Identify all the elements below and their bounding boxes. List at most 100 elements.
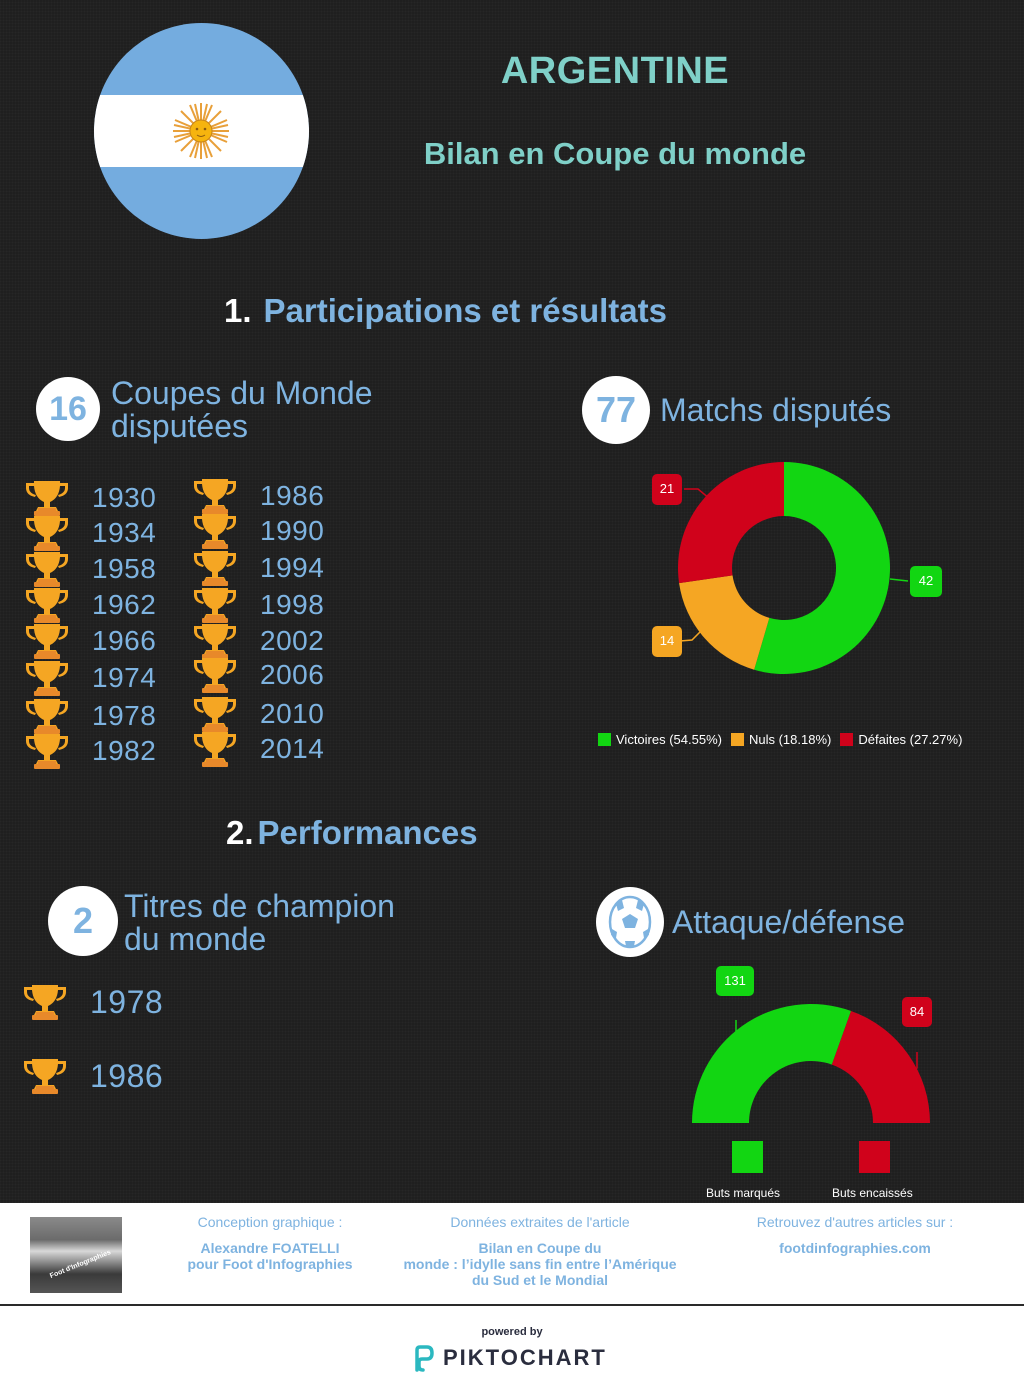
legend-victoires[interactable]: Victoires (54.55%) xyxy=(598,732,722,747)
trophy-icon xyxy=(26,552,68,587)
trophy-icon xyxy=(24,1059,66,1094)
legend-label-buts-marques: Buts marqués xyxy=(706,1186,781,1200)
trophy-icon xyxy=(194,732,236,767)
year-label: 2002 xyxy=(260,625,325,656)
designer-name: Alexandre FOATELLI xyxy=(200,1240,340,1256)
credits-footer: Foot d'Infographies Conception graphique… xyxy=(0,1203,1024,1306)
legend-defaites[interactable]: Défaites (27.27%) xyxy=(840,732,962,747)
trophy-icon xyxy=(26,516,68,551)
section-2-heading: 2. Performances xyxy=(226,814,478,852)
trophy-icon xyxy=(26,661,68,696)
year-item: 2014 xyxy=(192,729,324,769)
legend-swatch-buts-encaisses[interactable] xyxy=(859,1141,890,1173)
trophy-icon xyxy=(194,551,236,586)
design-credit: Conception graphique : Alexandre FOATELL… xyxy=(150,1214,390,1272)
section-number: 2. xyxy=(226,814,254,851)
year-label: 1990 xyxy=(260,515,325,546)
year-label: 1986 xyxy=(90,1057,164,1094)
article-title-line-3[interactable]: du Sud et le Mondial xyxy=(471,1272,609,1288)
label-nuls: 14 xyxy=(652,626,682,657)
photo-caption: Foot d'Infographies xyxy=(49,1249,113,1280)
year-label: 1978 xyxy=(90,983,164,1020)
website-link[interactable]: footdinfographies.com xyxy=(779,1240,931,1256)
year-item: 1994 xyxy=(192,548,324,588)
year-label: 1994 xyxy=(260,552,325,583)
trophy-icon xyxy=(26,734,68,769)
page-subtitle: Bilan en Coupe du monde xyxy=(423,136,807,171)
team-photo: Foot d'Infographies xyxy=(30,1217,122,1293)
attack-defense-semi-chart xyxy=(692,1004,930,1123)
year-item: 1966 xyxy=(24,621,156,661)
trophy-icon xyxy=(26,588,68,623)
year-item: 1978 xyxy=(24,696,156,736)
country-title: ARGENTINE xyxy=(500,50,730,92)
section-title: Participations et résultats xyxy=(263,292,667,329)
section-1-heading: 1. Participations et résultats xyxy=(224,292,667,330)
legend-nuls[interactable]: Nuls (18.18%) xyxy=(730,732,831,747)
legend-swatch-buts-marques[interactable] xyxy=(732,1141,763,1173)
year-label: 1958 xyxy=(92,553,157,584)
year-label: 1966 xyxy=(92,625,157,656)
piktochart-logo: PIKTOCHART xyxy=(413,1344,607,1372)
year-label: 1998 xyxy=(260,589,325,620)
year-label: 1982 xyxy=(92,735,157,766)
piktochart-brand: PIKTOCHART xyxy=(443,1345,607,1370)
trophy-icon xyxy=(194,658,236,693)
sun-of-may-icon xyxy=(173,103,229,159)
participations-label: Coupes du Monde disputées xyxy=(111,377,373,443)
label-line-2: du monde xyxy=(124,921,267,957)
soccer-ball-icon xyxy=(596,887,664,957)
year-item: 2006 xyxy=(192,655,324,695)
powered-by-text: powered by xyxy=(481,1326,543,1338)
trophy-icon xyxy=(194,588,236,623)
donut-slice-nuls xyxy=(679,575,770,670)
year-item: 1986 xyxy=(192,476,324,516)
data-heading: Données extraites de l'article xyxy=(450,1214,630,1230)
year-item: 1958 xyxy=(24,549,156,589)
year-label: 1930 xyxy=(92,482,157,513)
year-item: 1934 xyxy=(24,513,156,553)
powered-by-piktochart[interactable]: powered by PIKTOCHART xyxy=(0,1306,1024,1394)
donut-slice-defaites xyxy=(678,462,784,584)
year-label: 2010 xyxy=(260,698,325,729)
label-line-2: disputées xyxy=(111,408,248,444)
matches-label: Matchs disputés xyxy=(660,392,892,428)
year-item: 1990 xyxy=(192,511,324,551)
article-title-line-1[interactable]: Bilan en Coupe du xyxy=(478,1240,602,1256)
year-label: 2006 xyxy=(260,659,325,690)
year-label: 1986 xyxy=(260,480,325,511)
infographic-page: ARGENTINE Bilan en Coupe du monde 1. Part… xyxy=(0,0,1024,1203)
trophy-icon xyxy=(194,624,236,659)
year-item: 2002 xyxy=(192,621,324,661)
donut-legend: Victoires (54.55%) Nuls (18.18%) Défaite… xyxy=(598,732,971,747)
year-label: 2014 xyxy=(260,733,325,764)
attack-defense-label: Attaque/défense xyxy=(672,904,906,940)
data-source: Données extraites de l'article Bilan en … xyxy=(395,1214,685,1288)
design-heading: Conception graphique : xyxy=(197,1214,343,1230)
year-label: 1978 xyxy=(92,700,157,731)
year-item: 1998 xyxy=(192,585,324,625)
trophy-icon xyxy=(194,479,236,514)
trophy-icon xyxy=(24,985,66,1020)
year-item: 1986 xyxy=(22,1056,163,1096)
year-item: 1974 xyxy=(24,658,156,698)
label-line-1: Coupes du Monde xyxy=(111,375,373,411)
label-buts-encaisses: 84 xyxy=(902,997,932,1027)
trophy-icon xyxy=(26,624,68,659)
year-item: 1962 xyxy=(24,585,156,625)
year-item: 1978 xyxy=(22,982,163,1022)
section-title: Performances xyxy=(257,814,478,851)
argentina-flag-icon xyxy=(94,23,309,239)
more-articles: Retrouvez d'autres articles sur : footdi… xyxy=(730,1214,980,1256)
participations-count-badge: 16 xyxy=(36,377,100,441)
soccer-ball-icon xyxy=(608,895,652,949)
matches-count-badge: 77 xyxy=(582,376,650,444)
article-title-line-2[interactable]: monde : l’idylle sans fin entre l’Amériq… xyxy=(403,1256,677,1272)
trophy-icon xyxy=(26,481,68,516)
section-number: 1. xyxy=(224,292,252,329)
year-item: 2010 xyxy=(192,694,324,734)
year-item: 1930 xyxy=(24,478,156,518)
label-buts-marques: 131 xyxy=(716,966,754,996)
label-defaites: 21 xyxy=(652,474,682,505)
more-heading: Retrouvez d'autres articles sur : xyxy=(756,1214,954,1230)
